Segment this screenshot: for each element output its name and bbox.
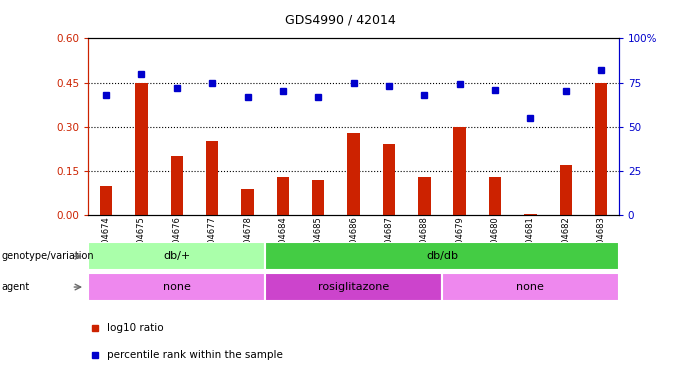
Text: genotype/variation: genotype/variation xyxy=(1,251,94,262)
Bar xyxy=(265,243,619,270)
Text: none: none xyxy=(163,282,190,292)
Text: GDS4990 / 42014: GDS4990 / 42014 xyxy=(285,13,395,26)
Bar xyxy=(171,156,183,215)
Text: percentile rank within the sample: percentile rank within the sample xyxy=(107,350,284,360)
Bar xyxy=(454,127,466,215)
Bar xyxy=(277,177,289,215)
Text: db/db: db/db xyxy=(426,251,458,262)
Bar xyxy=(241,189,254,215)
Bar xyxy=(265,273,442,301)
Bar xyxy=(135,83,148,215)
Bar xyxy=(524,214,537,215)
Bar xyxy=(88,243,265,270)
Bar xyxy=(418,177,430,215)
Bar xyxy=(442,273,619,301)
Bar xyxy=(489,177,501,215)
Text: log10 ratio: log10 ratio xyxy=(107,323,164,333)
Bar xyxy=(595,83,607,215)
Text: db/+: db/+ xyxy=(163,251,190,262)
Text: none: none xyxy=(517,282,544,292)
Text: rosiglitazone: rosiglitazone xyxy=(318,282,389,292)
Bar xyxy=(560,165,572,215)
Bar xyxy=(383,144,395,215)
Bar xyxy=(88,273,265,301)
Bar xyxy=(312,180,324,215)
Bar xyxy=(206,141,218,215)
Bar xyxy=(100,185,112,215)
Text: agent: agent xyxy=(1,282,30,292)
Bar xyxy=(347,132,360,215)
